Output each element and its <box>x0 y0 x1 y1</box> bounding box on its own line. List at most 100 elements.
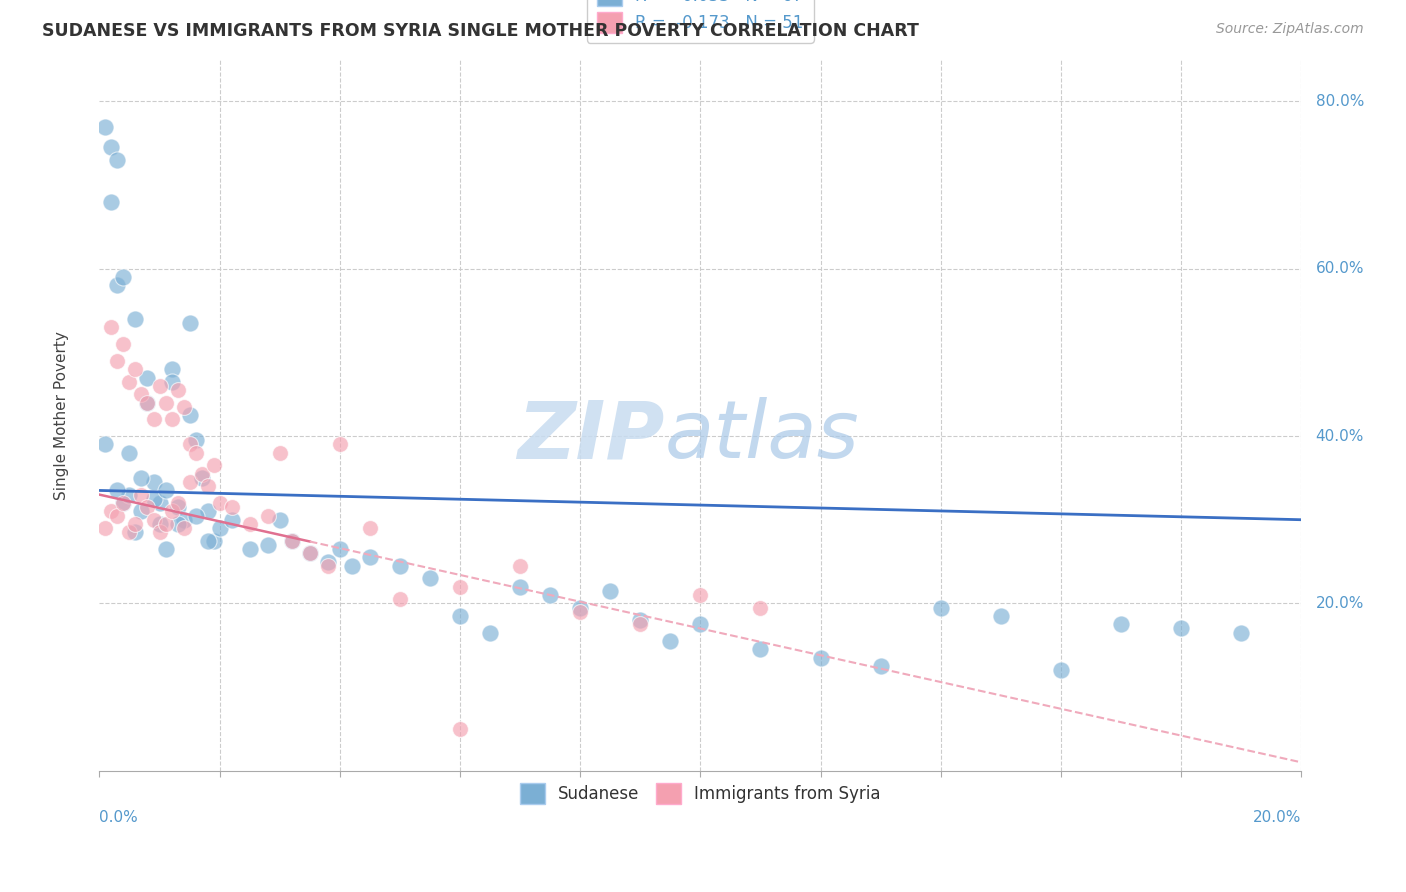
Text: SUDANESE VS IMMIGRANTS FROM SYRIA SINGLE MOTHER POVERTY CORRELATION CHART: SUDANESE VS IMMIGRANTS FROM SYRIA SINGLE… <box>42 22 920 40</box>
Point <box>148 525 170 540</box>
Point <box>160 504 183 518</box>
Point <box>1050 663 1073 677</box>
Point <box>449 580 471 594</box>
Text: 0.0%: 0.0% <box>100 810 138 825</box>
Point <box>1109 617 1132 632</box>
Point <box>148 516 170 531</box>
Point <box>166 383 188 397</box>
Point <box>359 521 381 535</box>
Point <box>142 513 165 527</box>
Text: Source: ZipAtlas.com: Source: ZipAtlas.com <box>1216 22 1364 37</box>
Point <box>202 458 225 473</box>
Point <box>628 613 651 627</box>
Point <box>118 488 141 502</box>
Point <box>107 278 129 293</box>
Point <box>1230 625 1253 640</box>
Point <box>869 659 891 673</box>
Point <box>388 558 411 573</box>
Point <box>131 471 153 485</box>
Point <box>112 337 135 351</box>
Point <box>316 555 339 569</box>
Point <box>509 558 531 573</box>
Point <box>155 516 177 531</box>
Point <box>184 508 207 523</box>
Point <box>142 412 165 426</box>
Point <box>628 617 651 632</box>
Point <box>197 533 219 548</box>
Point <box>239 516 262 531</box>
Point <box>124 362 146 376</box>
Point <box>100 320 122 334</box>
Text: ZIP: ZIP <box>517 398 664 475</box>
Text: atlas: atlas <box>664 398 859 475</box>
Legend: Sudanese, Immigrants from Syria: Sudanese, Immigrants from Syria <box>512 775 890 812</box>
Point <box>142 491 165 506</box>
Point <box>509 580 531 594</box>
Point <box>160 412 183 426</box>
Point <box>316 558 339 573</box>
Point <box>329 437 352 451</box>
Point <box>269 513 291 527</box>
Point <box>112 270 135 285</box>
Text: 60.0%: 60.0% <box>1316 261 1364 277</box>
Point <box>479 625 502 640</box>
Point <box>136 500 159 515</box>
Point <box>179 475 201 489</box>
Point <box>136 395 159 409</box>
Point <box>160 375 183 389</box>
Point <box>131 387 153 401</box>
Point <box>112 496 135 510</box>
Point <box>298 546 321 560</box>
Point <box>136 395 159 409</box>
Point <box>340 558 363 573</box>
Point <box>124 516 146 531</box>
Point <box>107 508 129 523</box>
Point <box>202 533 225 548</box>
Point <box>569 600 592 615</box>
Point <box>239 541 262 556</box>
Point <box>118 446 141 460</box>
Point <box>749 600 772 615</box>
Point <box>173 400 195 414</box>
Point <box>131 488 153 502</box>
Point <box>118 525 141 540</box>
Point <box>148 379 170 393</box>
Point <box>100 504 122 518</box>
Text: 20.0%: 20.0% <box>1253 810 1302 825</box>
Point <box>388 592 411 607</box>
Point <box>569 605 592 619</box>
Point <box>184 434 207 448</box>
Point <box>179 437 201 451</box>
Point <box>280 533 302 548</box>
Point <box>155 395 177 409</box>
Point <box>107 353 129 368</box>
Point <box>184 446 207 460</box>
Point <box>990 609 1012 624</box>
Text: 80.0%: 80.0% <box>1316 94 1364 109</box>
Point <box>329 541 352 556</box>
Point <box>155 541 177 556</box>
Point <box>269 446 291 460</box>
Point <box>221 513 243 527</box>
Point <box>124 312 146 326</box>
Point <box>112 496 135 510</box>
Point <box>449 609 471 624</box>
Point <box>197 504 219 518</box>
Point <box>100 140 122 154</box>
Point <box>810 650 832 665</box>
Text: 20.0%: 20.0% <box>1316 596 1364 611</box>
Point <box>94 521 117 535</box>
Point <box>173 513 195 527</box>
Point <box>136 370 159 384</box>
Point <box>689 617 711 632</box>
Point <box>118 375 141 389</box>
Point <box>190 471 212 485</box>
Point <box>155 483 177 498</box>
Point <box>190 467 212 481</box>
Point <box>689 588 711 602</box>
Point <box>280 533 302 548</box>
Point <box>131 504 153 518</box>
Point <box>107 153 129 167</box>
Point <box>166 516 188 531</box>
Point <box>100 194 122 209</box>
